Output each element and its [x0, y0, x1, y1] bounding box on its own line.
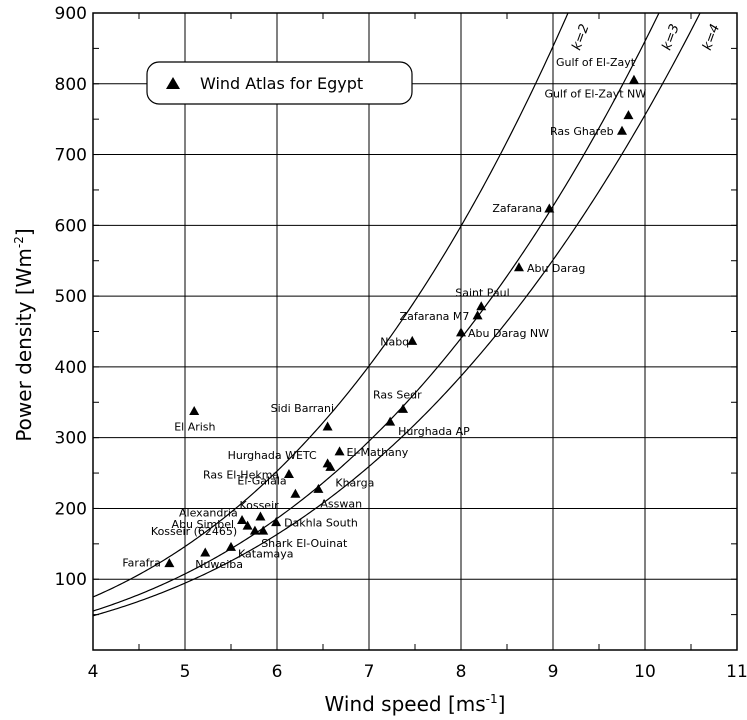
data-point-label: Gulf of El-Zayt NW — [544, 88, 646, 101]
data-point-marker — [385, 416, 396, 426]
legend-box — [146, 61, 413, 105]
data-point-label: Nabq — [380, 335, 409, 348]
data-point-marker — [164, 558, 175, 568]
data-point-label: Ras Ghareb — [550, 125, 614, 138]
x-tick-label: 11 — [726, 662, 747, 682]
data-points: Gulf of El-Zayt Gulf of El-Zayt NW Ras Gha… — [122, 56, 646, 571]
data-point-marker — [476, 301, 487, 311]
data-point-marker — [271, 517, 282, 527]
data-point-label: Kosseir — [239, 499, 279, 512]
data-point-label: Ras El-Hekma — [203, 468, 279, 481]
x-tick-label: 8 — [456, 662, 467, 682]
minor-ticks — [92, 12, 738, 651]
data-point-label: Kosseir (62465) — [151, 525, 237, 538]
y-tick-label: 600 — [55, 216, 87, 236]
data-point-marker — [189, 405, 200, 415]
y-tick-label: 800 — [55, 75, 87, 95]
x-tick-label: 4 — [88, 662, 99, 682]
data-point-label: Sidi Barrani — [271, 402, 334, 415]
data-point-marker — [617, 125, 627, 135]
data-point-marker — [325, 461, 336, 471]
data-point-marker — [472, 310, 483, 320]
data-point-marker — [407, 335, 418, 345]
y-tick-label: 400 — [55, 358, 87, 378]
x-tick-label: 6 — [272, 662, 283, 682]
data-point-marker — [628, 74, 639, 84]
y-tick-label: 300 — [55, 429, 87, 449]
data-point-label: Asswan — [320, 497, 362, 510]
y-tick-label: 700 — [55, 146, 87, 166]
legend: Wind Atlas for Egypt — [146, 61, 413, 105]
data-point-marker — [313, 483, 324, 493]
data-point-label: Alexandria — [179, 506, 238, 519]
data-point-label: Ras Sedr — [373, 388, 422, 401]
y-tick-label: 500 — [55, 287, 87, 307]
y-tick-label: 100 — [55, 570, 87, 590]
data-point-label: Gulf of El-Zayt — [556, 56, 636, 69]
data-point-label: Abu Darag — [527, 262, 585, 275]
y-tick-label: 200 — [55, 499, 87, 519]
plot-border — [92, 12, 738, 651]
data-point-label: Shark El-Ouinat — [261, 537, 348, 550]
data-point-marker — [255, 511, 266, 521]
data-point-marker — [398, 403, 409, 413]
x-tick-label: 7 — [364, 662, 375, 682]
data-point-marker — [200, 547, 211, 557]
x-tick-label: 5 — [180, 662, 191, 682]
data-point-label: El-Galala — [237, 474, 286, 487]
legend-label: Wind Atlas for Egypt — [200, 74, 363, 93]
weibull-curves — [93, 13, 701, 617]
x-axis-title: Wind speed [ms-1] — [325, 692, 506, 716]
curve-k=3 — [93, 13, 660, 612]
data-point-marker — [456, 327, 466, 337]
data-point-label: Zafarana M7 — [400, 310, 470, 323]
curve-label-k=3: k=3 — [660, 22, 683, 52]
data-point-marker — [513, 262, 524, 272]
legend-marker-icon — [166, 77, 180, 89]
data-point-marker — [623, 110, 634, 120]
data-point-label: Nuweiba — [195, 558, 243, 571]
data-point-label: Dakhla South — [284, 517, 358, 530]
plot-frame — [92, 12, 738, 651]
data-point-marker — [258, 525, 269, 535]
data-point-marker — [544, 203, 555, 213]
data-point-marker — [237, 514, 248, 524]
y-axis-title: Power density [Wm-2] — [12, 228, 36, 441]
data-point-label: Katamaya — [238, 547, 294, 560]
curve-label-k=4: k=4 — [700, 22, 723, 52]
data-point-label: Farafra — [122, 557, 160, 570]
data-point-label: Abu Simbel — [172, 518, 235, 531]
data-point-label: Zafarana — [492, 202, 542, 215]
curve-k=2 — [93, 13, 569, 598]
data-point-label: Kharga — [335, 476, 374, 489]
data-point-marker — [249, 525, 260, 535]
data-point-label: Abu Darag NW — [468, 327, 549, 340]
curve-k=4 — [93, 13, 701, 617]
data-point-marker — [322, 421, 333, 431]
data-point-label: El Arish — [174, 420, 215, 433]
x-tick-label: 9 — [548, 662, 559, 682]
data-point-marker — [283, 468, 294, 478]
data-point-label: Saint Paul — [455, 287, 509, 300]
y-tick-label: 900 — [55, 4, 87, 24]
tick-labels: 4 5 6 7 8 9 10 11 100 200 300 400 500 600 700 800 900 — [55, 4, 747, 682]
grid — [92, 12, 738, 650]
data-point-label: Hurghada WETC — [228, 449, 317, 462]
data-point-label: El-Mathany — [347, 446, 409, 459]
data-point-marker — [226, 541, 236, 551]
data-point-marker — [334, 446, 345, 456]
data-point-marker — [242, 520, 253, 530]
data-point-label: Hurghada AP — [398, 425, 470, 438]
curve-label-k=2: k=2 — [569, 22, 592, 52]
x-tick-label: 10 — [634, 662, 656, 682]
data-point-marker — [290, 488, 301, 498]
